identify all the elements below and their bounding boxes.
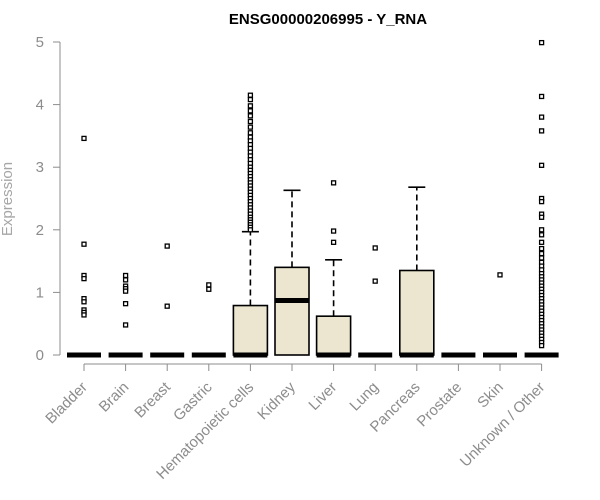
outlier-point (164, 303, 170, 309)
outlier-point (247, 108, 254, 114)
box-group-bladder (67, 135, 101, 358)
outlier-point (330, 180, 337, 186)
outlier-point (372, 245, 378, 251)
y-tick-label: 1 (36, 284, 44, 301)
y-tick-label: 5 (36, 34, 44, 51)
box-group-lung (358, 245, 393, 358)
outlier-point (122, 322, 129, 328)
outlier-point (538, 93, 545, 100)
outlier-point (206, 282, 212, 288)
y-tick-label: 3 (36, 159, 44, 176)
box-group-pancreas (398, 186, 435, 358)
box-group-brain (108, 272, 143, 358)
x-tick-label: Skin (474, 379, 507, 412)
y-tick-label: 0 (36, 347, 44, 364)
outlier-point (372, 278, 378, 284)
outlier-point (538, 255, 545, 261)
box-group-kidney (274, 189, 310, 356)
box (315, 315, 352, 356)
outlier-point (538, 342, 545, 349)
outlier-point (247, 92, 254, 98)
x-tick-label: Liver (305, 379, 340, 414)
outlier-point (330, 228, 337, 234)
box-group-gastric (191, 282, 226, 358)
box (398, 269, 435, 356)
outlier-point (538, 245, 545, 252)
outlier-point (81, 135, 87, 142)
outlier-point (330, 239, 337, 245)
outlier-point (81, 241, 87, 247)
x-tick-label: Breast (131, 378, 174, 421)
plot-area (67, 39, 559, 358)
x-tick-label: Prostate (414, 379, 466, 431)
outlier-point (122, 288, 129, 294)
outlier-point (247, 113, 254, 119)
box-group-liver (315, 180, 352, 358)
y-axis: 0 1 2 3 4 5 (36, 34, 61, 364)
outlier-point (247, 118, 254, 125)
outlier-point (538, 239, 545, 245)
box (232, 304, 269, 356)
outlier-point (247, 130, 254, 136)
outlier-point (206, 286, 212, 292)
box-group-unknown-other (524, 39, 559, 358)
outlier-point (122, 277, 129, 283)
outlier-point (538, 114, 545, 120)
outlier-point (538, 198, 545, 205)
outlier-point (247, 103, 254, 109)
x-tick-label: Brain (96, 379, 133, 416)
box-group-breast (150, 243, 185, 358)
x-tick-label: Kidney (254, 378, 299, 423)
outlier-point (247, 227, 254, 233)
outlier-point (538, 128, 545, 134)
outlier-point (538, 39, 545, 46)
outlier-point (497, 272, 503, 278)
outlier-point (122, 301, 129, 307)
y-tick-label: 4 (36, 97, 44, 114)
y-tick-label: 2 (36, 222, 44, 239)
box-group-hematopoietic-cells (232, 92, 269, 358)
x-tick-label: Lung (346, 379, 382, 415)
outlier-point (538, 214, 545, 220)
y-axis-title: Expression (0, 162, 16, 236)
outlier-point (81, 299, 87, 305)
box (274, 266, 310, 356)
outlier-point (122, 272, 129, 279)
x-tick-label: Bladder (42, 379, 91, 428)
outlier-point (247, 124, 254, 130)
outlier-point (247, 96, 254, 103)
outlier-point (164, 243, 170, 249)
outlier-point (81, 312, 87, 318)
box-group-skin (483, 272, 517, 358)
outlier-point (538, 250, 545, 257)
outlier-point (81, 275, 87, 282)
outlier-point (538, 162, 545, 168)
outlier-point (538, 227, 545, 233)
chart-title: ENSG00000206995 - Y_RNA (229, 11, 427, 28)
outlier-point (538, 232, 545, 238)
